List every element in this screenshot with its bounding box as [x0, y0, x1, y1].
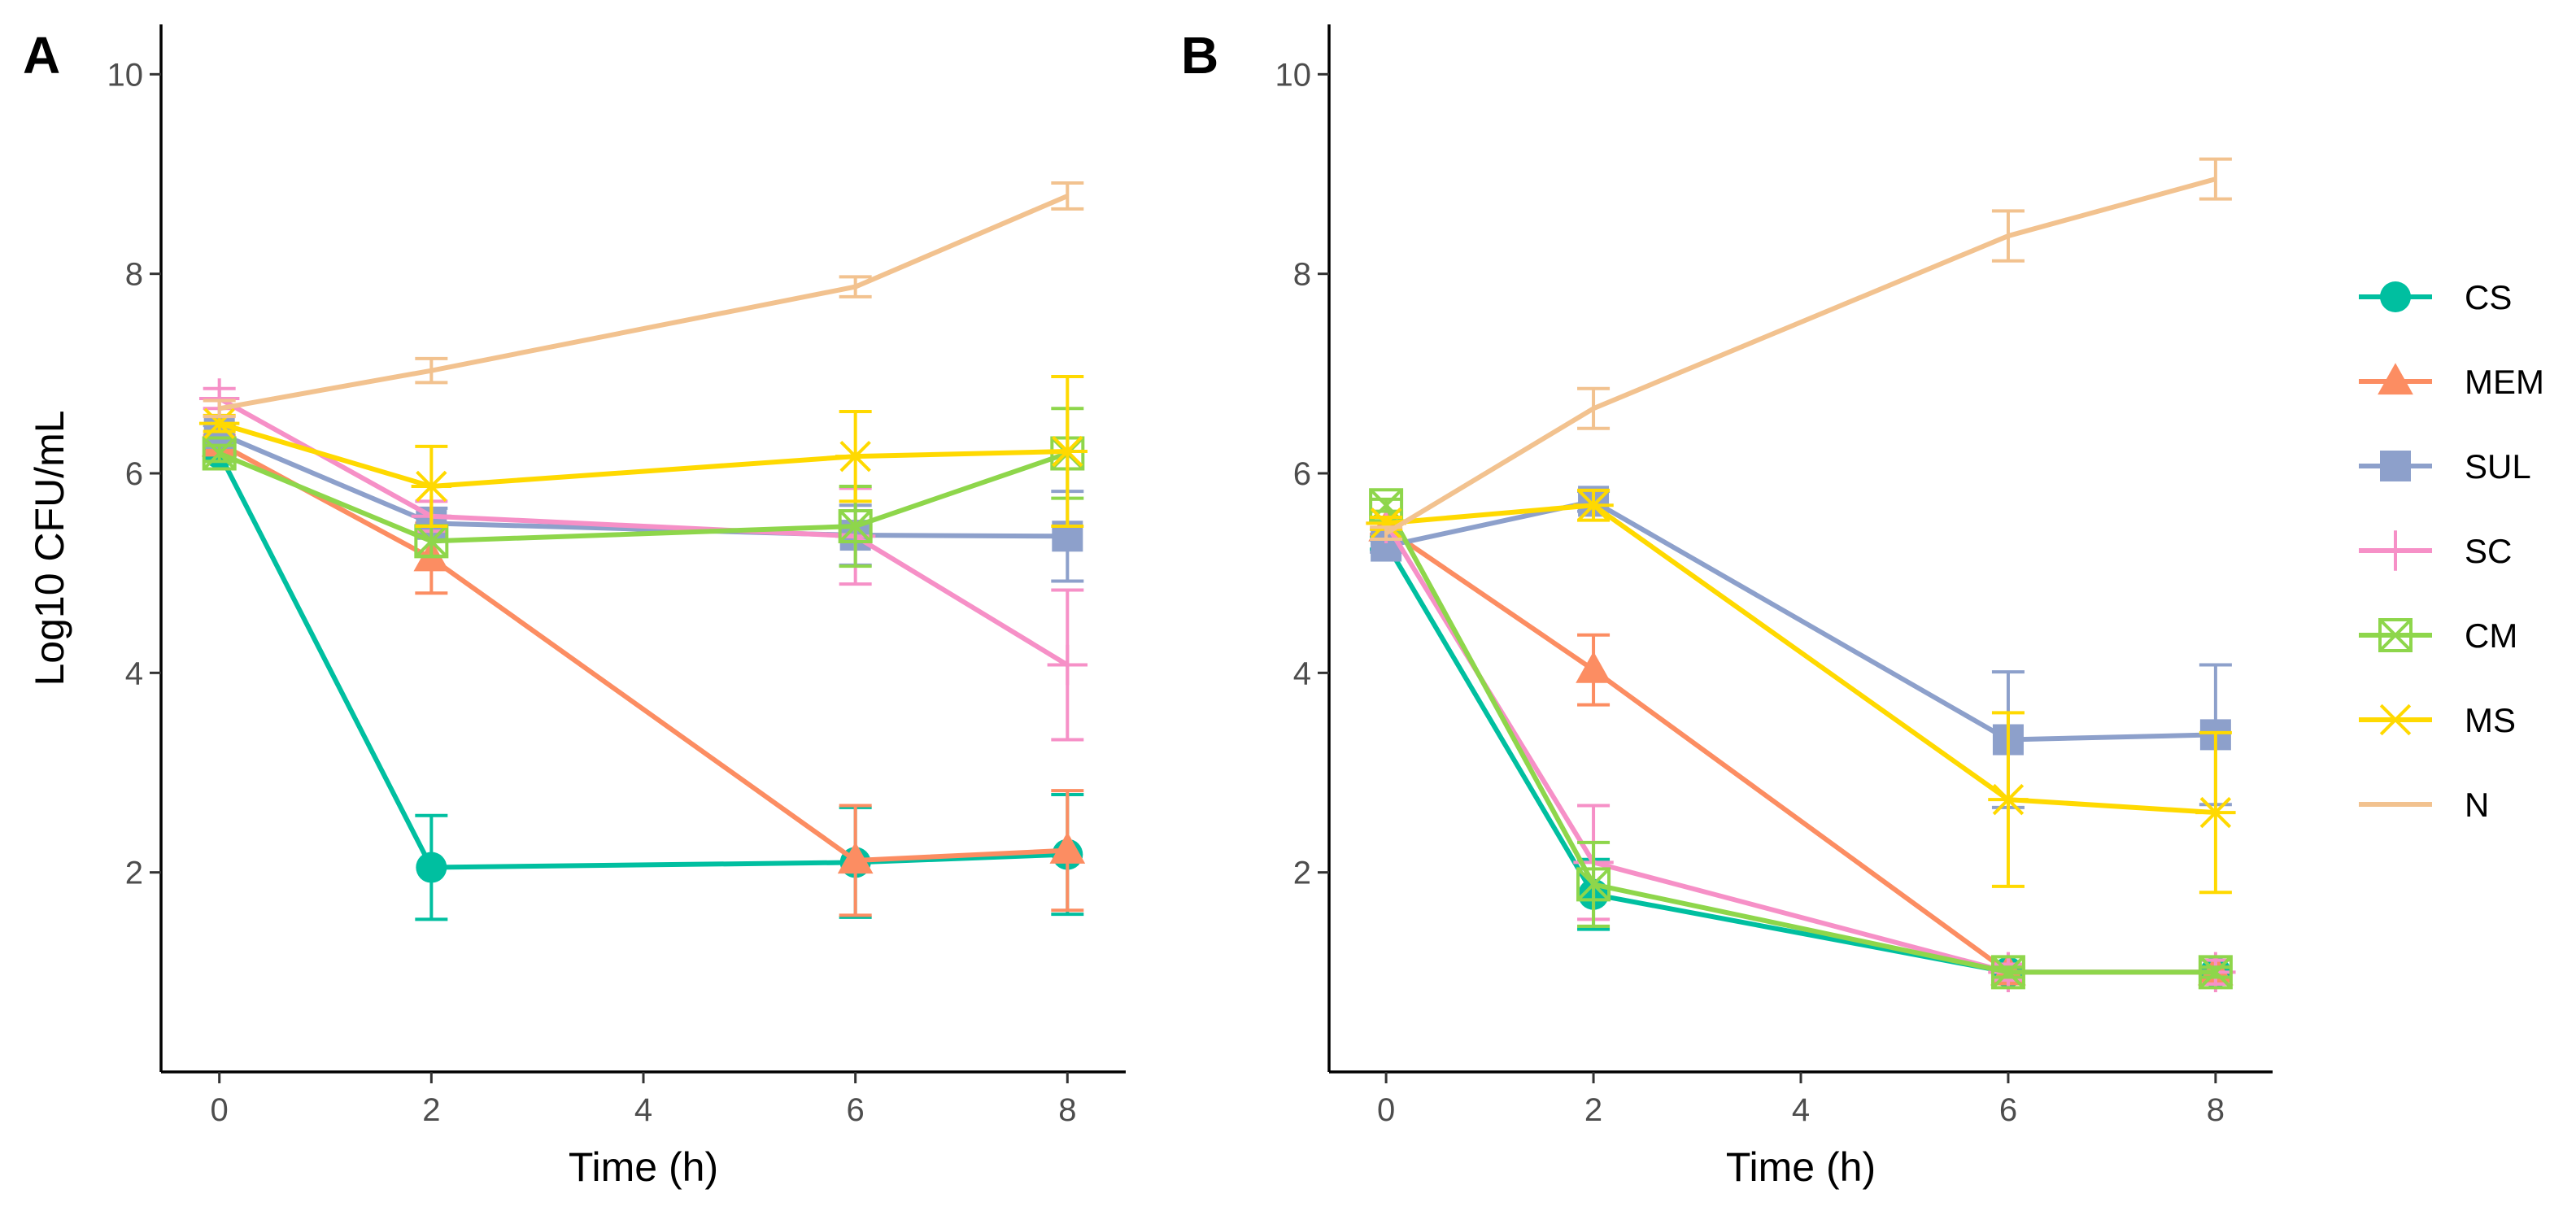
series-line: [1384, 521, 2216, 975]
legend-marker: [2380, 451, 2411, 481]
data-point: [2198, 955, 2233, 990]
series-line: [1384, 176, 2216, 536]
data-point: [1576, 651, 1611, 683]
legend-label: SC: [2465, 532, 2512, 570]
error-bar: [1051, 181, 1084, 211]
data-point: [1047, 435, 1088, 468]
x-tick-label: 4: [634, 1092, 652, 1128]
data-point: [416, 852, 447, 883]
y-tick-label: 6: [125, 456, 143, 492]
data-point: [838, 509, 873, 544]
legend-label: MS: [2465, 701, 2516, 739]
legend-item-n: N: [2359, 786, 2489, 824]
error-bar: [203, 399, 236, 419]
series-line: [217, 452, 1068, 870]
x-tick-label: 0: [1377, 1092, 1395, 1128]
data-point: [202, 436, 237, 471]
data-point: [1573, 490, 1614, 521]
panel-label: A: [23, 26, 60, 85]
data-point: [1049, 831, 1086, 864]
data-point: [1576, 867, 1611, 902]
y-tick-label: 8: [1293, 257, 1311, 293]
series-mem: [201, 425, 1086, 917]
data-point: [198, 407, 240, 439]
y-tick-label: 4: [125, 656, 143, 691]
data-point: [837, 842, 874, 874]
series-line: [1385, 499, 2216, 743]
legend-label: CS: [2465, 278, 2512, 316]
x-tick-label: 8: [2207, 1092, 2225, 1128]
data-point: [1990, 955, 2025, 990]
legend-label: N: [2465, 786, 2489, 824]
series-sc: [198, 378, 1088, 742]
x-tick-label: 2: [1584, 1092, 1602, 1128]
panel-a: A 2 4 6 8 10 0 2 4 6 8 Time (h) Log10 CFU/mL: [23, 24, 1126, 1190]
series-line: [1384, 503, 2216, 975]
y-tick-label: 10: [1275, 57, 1312, 93]
series-cm: [202, 407, 1085, 568]
x-axis-title: Time (h): [569, 1144, 718, 1190]
series-line: [218, 431, 1068, 539]
data-point: [835, 440, 876, 473]
series-line: [218, 441, 1068, 863]
legend-marker: [2380, 281, 2411, 312]
series-n: [203, 181, 1084, 419]
panel-b: B 2 4 6 8 10 0 2 4 6 8 Time (h): [1181, 24, 2273, 1190]
x-tick-label: 2: [422, 1092, 440, 1128]
y-tick-label: 6: [1293, 456, 1311, 492]
y-tick-label: 2: [1293, 856, 1311, 891]
legend-label: SUL: [2465, 447, 2531, 486]
y-axis-title: Log10 CFU/mL: [27, 410, 72, 686]
x-tick-label: 4: [1792, 1092, 1810, 1128]
data-point: [411, 470, 452, 503]
x-tick-label: 8: [1058, 1092, 1076, 1128]
legend: CS MEM SUL SC CM MS N: [2359, 278, 2544, 824]
legend-marker: [2375, 704, 2416, 736]
data-point: [1047, 644, 1088, 686]
legend-marker: [2378, 363, 2413, 395]
x-tick-label: 6: [1999, 1092, 2017, 1128]
series-line: [218, 451, 1069, 544]
panel-label: B: [1181, 26, 1218, 85]
series-ms: [198, 375, 1088, 529]
legend-marker: [2378, 618, 2413, 652]
legend-item-cs: CS: [2359, 278, 2512, 316]
series-sc: [1366, 503, 2236, 993]
series-n: [1370, 157, 2232, 541]
x-axis-title: Time (h): [1726, 1144, 1876, 1190]
x-tick-label: 0: [211, 1092, 229, 1128]
legend-marker: [2375, 530, 2416, 571]
series-mem: [1368, 509, 2234, 986]
data-point: [1988, 783, 2029, 816]
y-tick-label: 10: [107, 57, 144, 93]
series-line: [1384, 542, 2216, 975]
series-ms: [1366, 488, 2236, 895]
y-tick-label: 2: [125, 856, 143, 891]
legend-item-sul: SUL: [2359, 447, 2531, 486]
series-sul: [1370, 486, 2232, 809]
legend-item-mem: MEM: [2359, 363, 2544, 401]
series-cm: [1369, 488, 2233, 990]
legend-item-cm: CM: [2359, 616, 2517, 655]
series-line: [219, 194, 1069, 412]
series-cs: [203, 438, 1084, 921]
legend-label: CM: [2465, 616, 2517, 655]
legend-item-ms: MS: [2359, 701, 2516, 739]
legend-label: MEM: [2465, 363, 2544, 401]
y-tick-label: 4: [1293, 656, 1311, 691]
legend-item-sc: SC: [2359, 530, 2512, 571]
x-tick-label: 6: [847, 1092, 865, 1128]
series-line: [218, 420, 1068, 489]
data-point: [2195, 796, 2236, 829]
y-tick-label: 8: [125, 257, 143, 293]
series-line: [1385, 503, 2216, 816]
